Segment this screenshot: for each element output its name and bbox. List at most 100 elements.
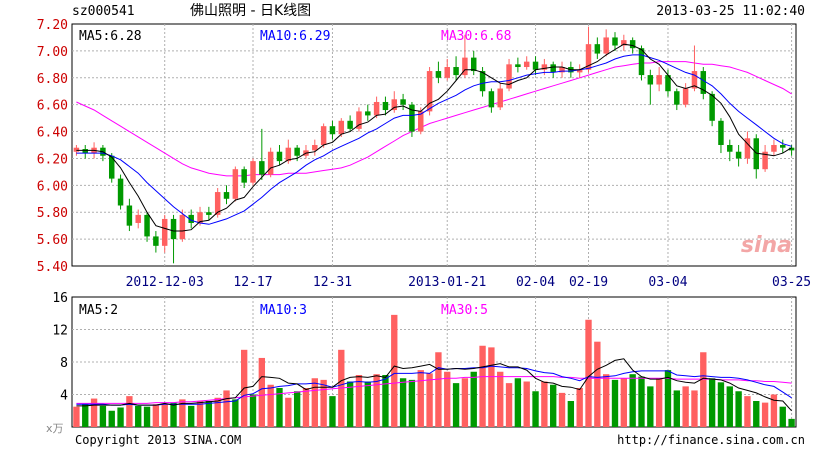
volume-bar [293,391,301,427]
candle-body [691,71,698,89]
candle-body [329,126,336,135]
volume-bar [700,352,707,427]
candle-body [418,111,424,132]
candle-body [444,67,450,78]
volume-bar [647,386,654,427]
volume-bar [514,378,522,427]
candle-body [108,155,115,179]
volume-bar [152,404,160,427]
candle-body [612,37,618,46]
candle-body [762,151,768,170]
legend-ma30-price: MA30:6.68 [441,29,511,44]
volume-bar [302,388,310,427]
volume-bar [311,378,318,427]
legend-ma30-volume: MA30:5 [441,303,488,318]
volume-bar [223,390,230,427]
candle-body [682,88,689,105]
ma5-price-line [76,43,792,232]
candle-body [497,88,503,108]
sina-watermark: sina [741,233,792,258]
volume-bar [620,378,628,427]
volume-bar [196,401,204,427]
volume-bar [708,378,716,427]
candle-body [532,61,539,70]
candle-body [400,99,406,105]
candle-body [426,71,433,112]
volume-bar [638,376,645,427]
volume-bar [143,406,151,427]
volume-bar [90,398,98,427]
date-tick-label: 2013-01-21 [408,275,486,290]
candles-layer [73,26,795,264]
volume-bar [188,405,195,427]
price-panel-frame [71,23,797,267]
candle-body [338,120,345,135]
volume-bar [382,375,389,427]
volume-bar [717,382,725,427]
candle-body [788,147,795,151]
legend-ma10-price: MA10:6.29 [260,29,330,44]
candle-body [391,99,398,111]
volume-y-tick-label: 8 [60,356,68,371]
candle-body [126,205,133,226]
volume-bar [770,394,778,427]
candle-body [629,40,636,49]
candle-body [285,147,292,162]
volume-bar [585,319,592,427]
volume-bar [99,405,107,427]
candle-body [73,147,80,152]
volume-bar [179,399,186,427]
volume-bar [470,371,477,427]
candle-body [144,214,150,237]
candle-body [259,161,265,175]
candle-body [727,145,733,152]
volume-bar [452,383,460,427]
candle-body [135,214,141,223]
volume-bar [479,345,486,427]
candle-body [621,40,627,46]
date-tick-label: 03-25 [772,275,811,290]
candle-body [117,178,124,206]
volume-y-axis: 16 12 8 4 [52,291,68,404]
candle-body [780,145,786,148]
volume-bar [391,314,398,427]
candle-body [656,75,662,85]
candle-body [559,67,565,73]
candle-body [744,138,751,159]
date-tick-label: 02-19 [569,275,608,290]
candle-body [506,64,512,89]
candle-body [453,67,459,76]
chart-title: 佛山照明 - 日K线图 [190,3,311,19]
date-axis: 2012-12-03 12-17 12-31 2013-01-21 02-04 02-19… [126,275,812,290]
candle-body [232,169,239,199]
volume-unit-label: x万 [46,422,64,435]
volume-y-tick-label: 16 [52,291,68,306]
volume-bar [285,397,292,427]
volume-bar [267,384,274,427]
candle-body [638,48,645,76]
price-y-tick-label: 5.40 [37,260,68,275]
candle-body [241,169,247,183]
volume-bar [602,374,610,427]
candle-body [347,120,353,129]
candle-body [488,91,495,108]
volume-bar [435,352,442,427]
candle-body [594,44,601,54]
volume-bar [73,406,80,427]
ma10-price-line [76,54,792,225]
date-tick-label: 03-04 [648,275,687,290]
volume-bar [170,402,177,427]
date-tick-label: 12-17 [233,275,272,290]
candle-body [753,138,760,170]
ma5-volume-line [76,358,792,412]
volume-bar [567,401,575,427]
candle-body [550,64,556,73]
volume-bar [161,404,168,427]
volume-gridlines [72,297,796,427]
legend-ma5-volume: MA5:2 [79,303,118,318]
ma-price-layer [76,43,792,232]
price-y-tick-label: 7.20 [37,18,68,33]
volume-bar [629,374,636,427]
volume-bar [126,396,133,427]
